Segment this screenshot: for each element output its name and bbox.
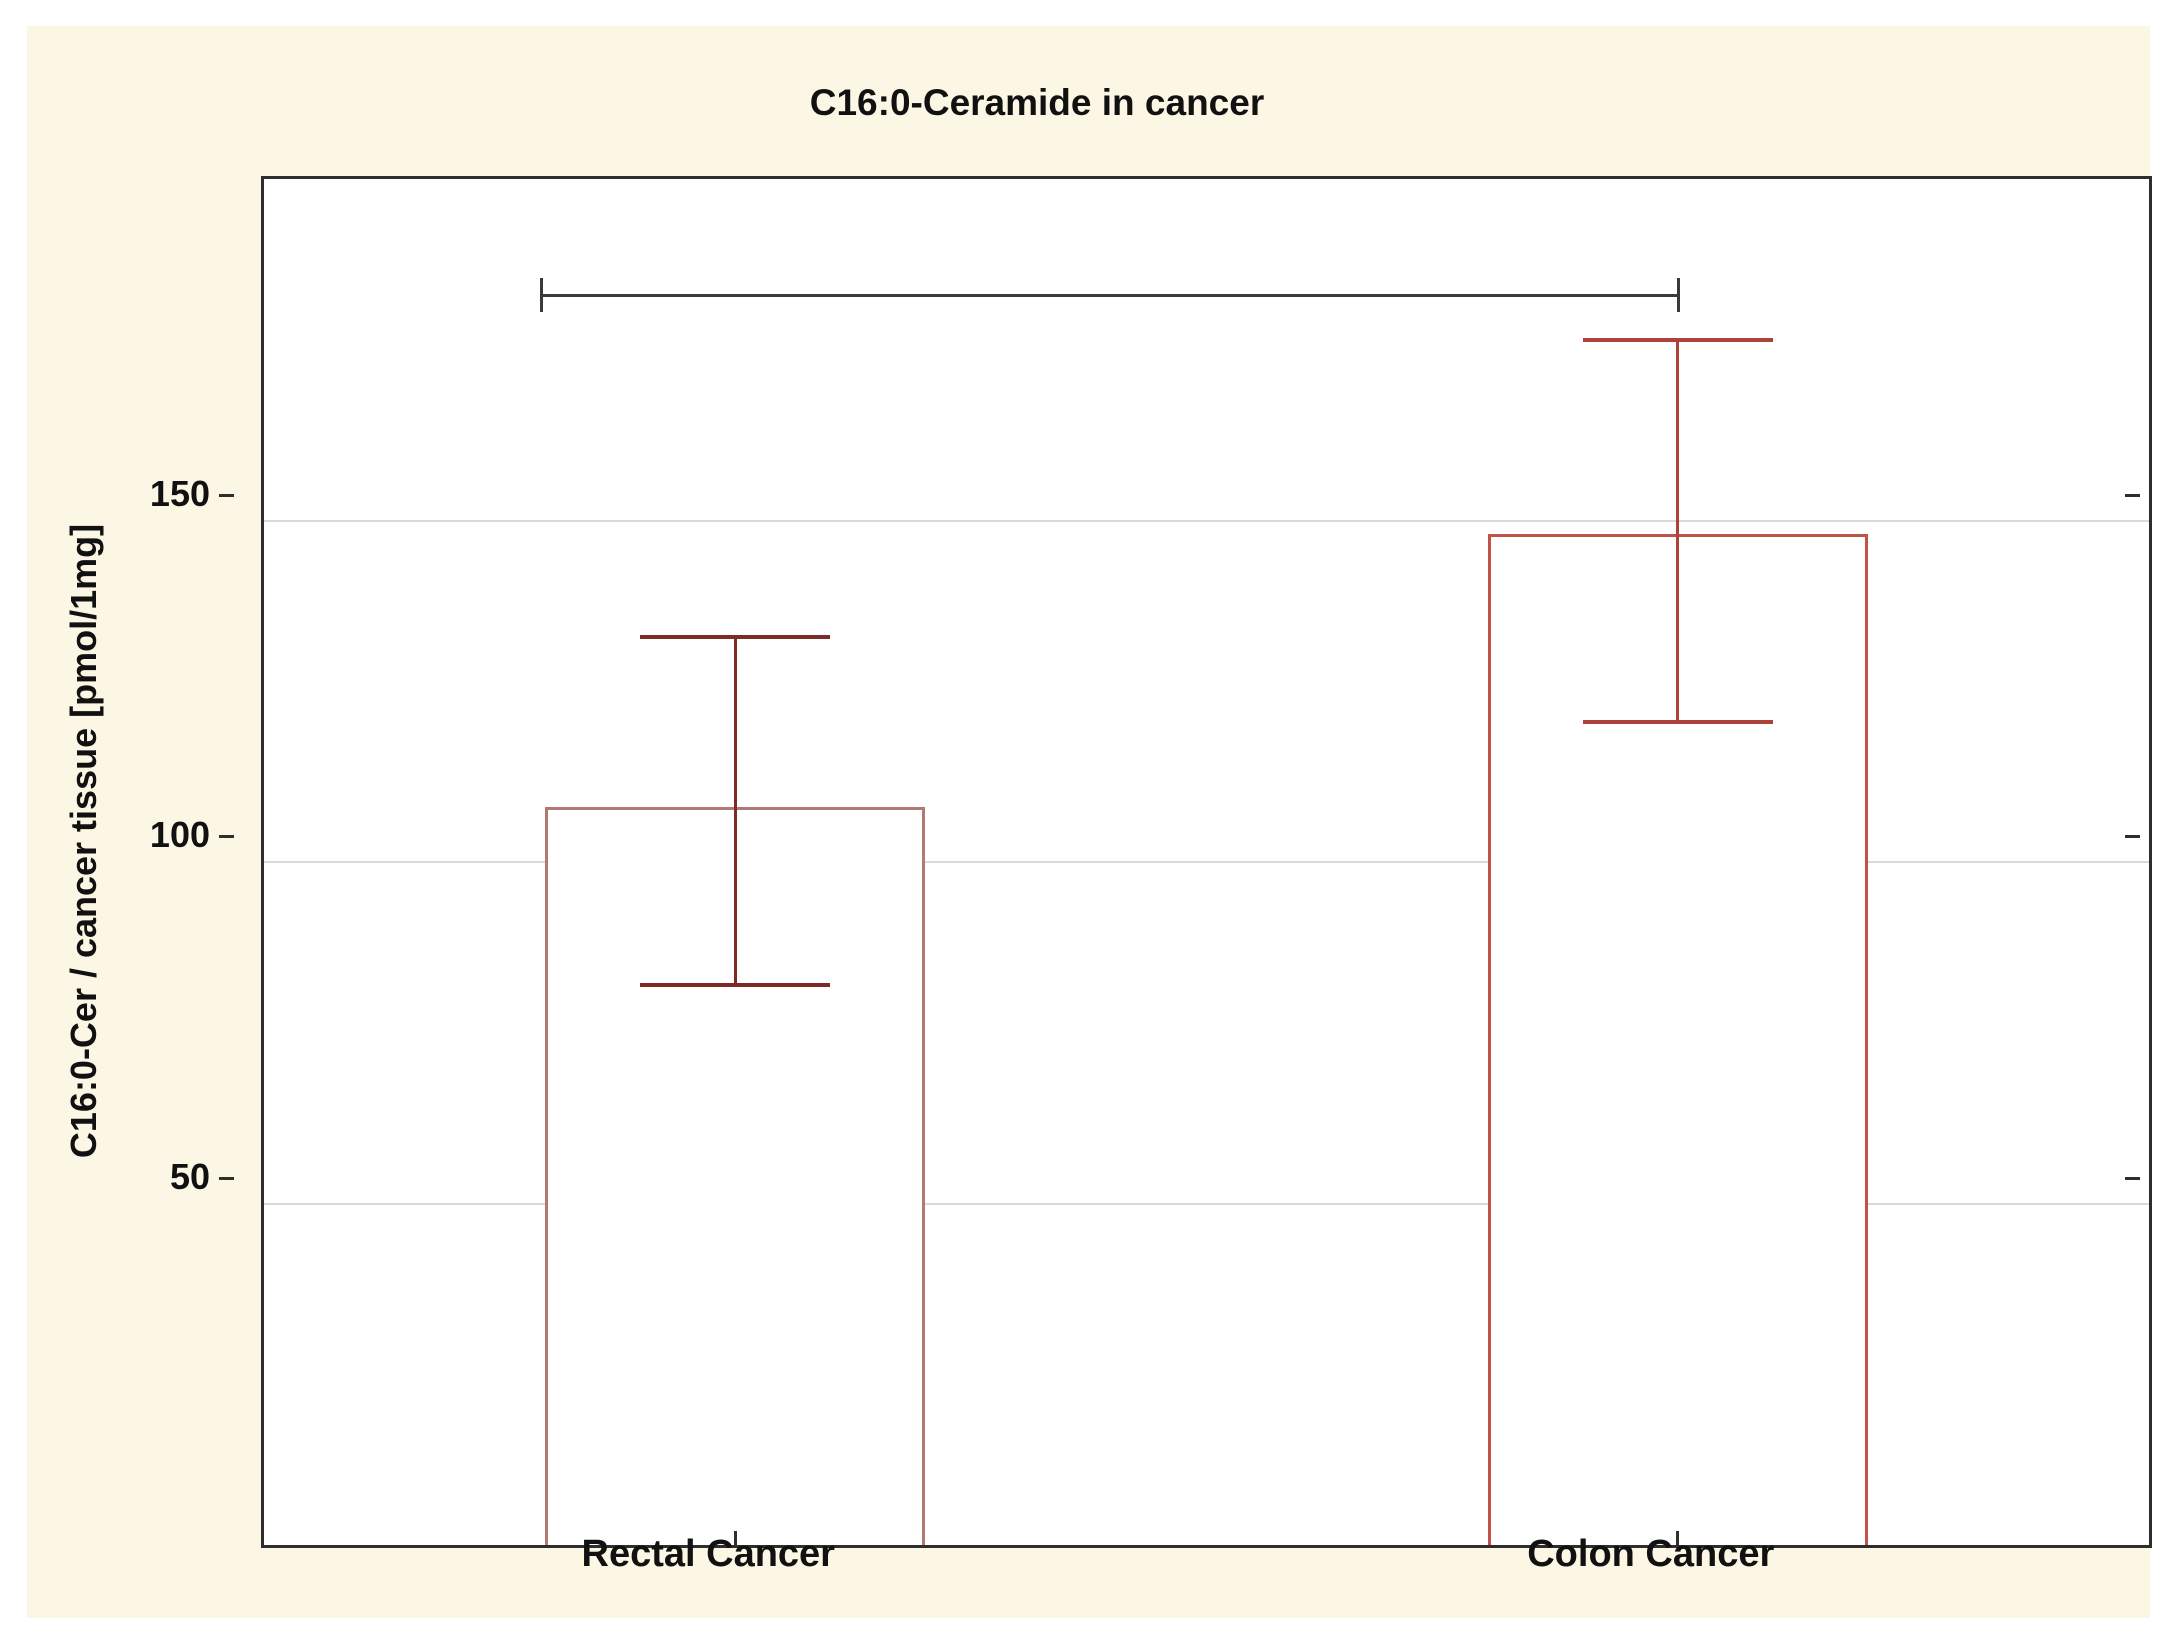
error-cap-upper-colon-cancer [1582, 337, 1773, 342]
gridline-150 [264, 519, 2149, 522]
y-axis-tick-left-150 [219, 493, 234, 497]
y-axis-tick-right-100 [2125, 835, 2140, 838]
gridline-100 [264, 861, 2149, 863]
significance-bracket [540, 293, 1680, 297]
x-axis-tick-colon-cancer [1676, 1531, 1680, 1545]
x-axis-tick-rectal-cancer [733, 1531, 737, 1545]
x-axis-label-rectal-cancer: Rectal Cancer [581, 1533, 835, 1575]
y-axis-tick-left-50 [219, 1176, 234, 1180]
error-cap-upper-rectal-cancer [640, 634, 831, 639]
significance-bracket-end-left [540, 278, 544, 313]
error-bar-colon-cancer [1676, 339, 1680, 722]
x-axis-label-colon-cancer: Colon Cancer [1527, 1533, 1775, 1575]
chart-title: C16:0-Ceramide in cancer [809, 82, 1265, 123]
error-cap-lower-rectal-cancer [640, 982, 831, 987]
plot-area [261, 176, 2152, 1548]
y-tick-label-50: 50 [169, 1155, 210, 1197]
error-cap-lower-colon-cancer [1582, 719, 1773, 724]
y-tick-label-100: 100 [149, 814, 210, 855]
y-axis-tick-left-100 [219, 835, 234, 838]
figure-background: C16:0-Ceramide in cancer C16:0-Cer / can… [27, 26, 2152, 1618]
y-axis-tick-right-150 [2125, 493, 2140, 497]
significance-bracket-end-right [1676, 278, 1680, 313]
error-bar-rectal-cancer [733, 636, 737, 985]
y-axis-tick-right-50 [2125, 1176, 2140, 1180]
gridline-50 [264, 1202, 2149, 1205]
y-tick-label-150: 150 [149, 472, 210, 514]
